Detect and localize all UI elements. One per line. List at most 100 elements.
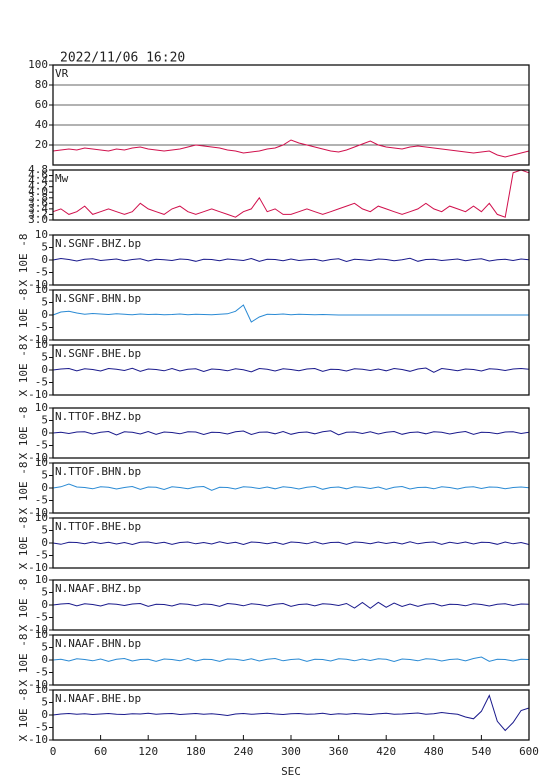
series-label: N.TTOF.BHN.bp	[55, 465, 141, 478]
y-tick-label: 0	[41, 481, 48, 494]
y-tick-label: -10	[28, 561, 48, 574]
series-label: N.NAAF.BHE.bp	[55, 692, 141, 705]
y-tick-label: 0	[41, 536, 48, 549]
y-tick-label: -5	[35, 494, 48, 507]
y-tick-label: 10	[35, 456, 48, 469]
y-tick-label: 5	[41, 641, 48, 654]
y-tick-label: 4.8	[28, 163, 48, 176]
y-tick-label: -10	[28, 388, 48, 401]
y-tick-label: 3.2	[28, 207, 48, 220]
x-tick-label: 60	[94, 745, 107, 758]
y-tick-label: 5	[41, 469, 48, 482]
y-tick-label: 10	[35, 683, 48, 696]
panel-frame	[52, 407, 530, 459]
y-axis-label: X 10E -8	[17, 407, 30, 460]
x-tick-label: 480	[424, 745, 444, 758]
series-label: N.SGNF.BHN.bp	[55, 292, 141, 305]
y-tick-label: -5	[35, 321, 48, 334]
series-line	[52, 430, 530, 436]
panel-frame	[52, 289, 530, 341]
x-tick-label: 0	[50, 745, 57, 758]
y-tick-label: 10	[35, 573, 48, 586]
y-tick-label: 80	[35, 78, 48, 91]
panel-frame	[52, 234, 530, 286]
y-tick-label: 10	[35, 401, 48, 414]
series-label: Mw	[55, 172, 69, 185]
y-tick-label: 0	[41, 708, 48, 721]
series-line	[52, 601, 530, 609]
y-tick-label: 0	[41, 653, 48, 666]
panel-frame	[52, 169, 530, 221]
y-tick-label: 0	[41, 426, 48, 439]
y-tick-label: 5	[41, 414, 48, 427]
series-label: N.TTOF.BHE.bp	[55, 520, 141, 533]
y-tick-label: -10	[28, 451, 48, 464]
y-tick-label: 3.0	[28, 213, 48, 226]
y-axis-label: X 10E -8	[17, 344, 30, 397]
y-tick-label: 5	[41, 696, 48, 709]
series-line	[52, 483, 530, 491]
series-label: VR	[55, 67, 69, 80]
chart-title: 2022/11/06 16:20	[60, 51, 185, 66]
series-line	[52, 694, 530, 732]
panel-frame	[52, 517, 530, 569]
y-tick-label: -5	[35, 266, 48, 279]
y-tick-label: 5	[41, 351, 48, 364]
x-tick-label: 600	[519, 745, 539, 758]
y-tick-label: 20	[35, 138, 48, 151]
y-tick-label: 4.4	[28, 174, 48, 187]
series-line	[52, 541, 530, 546]
y-tick-label: 3.8	[28, 191, 48, 204]
y-tick-label: 0	[41, 308, 48, 321]
panel-frame	[52, 579, 530, 631]
y-tick-label: -5	[35, 376, 48, 389]
x-tick-label: 540	[471, 745, 491, 758]
y-tick-label: 0	[41, 363, 48, 376]
x-axis-label: SEC	[281, 765, 301, 778]
y-tick-label: 5	[41, 241, 48, 254]
panel-frame	[52, 344, 530, 396]
y-tick-label: 0	[41, 253, 48, 266]
y-axis-label: X 10E -8	[17, 234, 30, 287]
y-tick-label: 4.2	[28, 180, 48, 193]
y-tick-label: -5	[35, 666, 48, 679]
y-axis-label: X 10E -8	[17, 634, 30, 687]
series-label: N.NAAF.BHZ.bp	[55, 582, 141, 595]
y-tick-label: 5	[41, 296, 48, 309]
y-tick-label: -5	[35, 439, 48, 452]
series-line	[52, 257, 530, 263]
y-tick-label: 3.4	[28, 202, 48, 215]
panel-frame	[52, 64, 530, 166]
x-tick-label: 360	[329, 745, 349, 758]
y-axis-label: X 10E -8	[17, 579, 30, 632]
x-tick-label: 120	[138, 745, 158, 758]
series-line	[52, 304, 529, 323]
y-tick-label: 4.6	[28, 169, 48, 182]
y-tick-label: 10	[35, 628, 48, 641]
series-label: N.NAAF.BHN.bp	[55, 637, 141, 650]
y-axis-label: X 10E -8	[17, 462, 30, 515]
y-tick-label: 40	[35, 118, 48, 131]
panel-frame	[52, 634, 530, 686]
y-tick-label: -5	[35, 549, 48, 562]
y-tick-label: 3.6	[28, 196, 48, 209]
y-tick-label: 4.0	[28, 185, 48, 198]
y-tick-label: -10	[28, 278, 48, 291]
x-tick-label: 420	[376, 745, 396, 758]
y-tick-label: -10	[28, 506, 48, 519]
series-label: N.TTOF.BHZ.bp	[55, 410, 141, 423]
y-tick-label: 10	[35, 283, 48, 296]
y-tick-label: 10	[35, 228, 48, 241]
y-tick-label: 10	[35, 338, 48, 351]
y-tick-label: 100	[28, 58, 48, 71]
y-tick-label: 5	[41, 586, 48, 599]
series-label: N.SGNF.BHE.bp	[55, 347, 141, 360]
y-tick-label: -10	[28, 678, 48, 691]
x-tick-label: 300	[281, 745, 301, 758]
y-tick-label: 60	[35, 98, 48, 111]
y-tick-label: -5	[35, 611, 48, 624]
y-tick-label: -5	[35, 721, 48, 734]
y-axis-label: X 10E -8	[17, 517, 30, 570]
series-line	[52, 367, 530, 373]
y-axis-label: X 10E -8	[17, 689, 30, 742]
